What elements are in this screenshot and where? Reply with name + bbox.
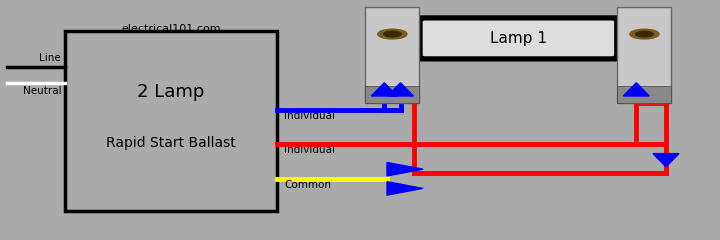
- Polygon shape: [653, 154, 679, 167]
- Circle shape: [636, 31, 653, 37]
- Polygon shape: [387, 83, 413, 96]
- Text: Individual: Individual: [284, 145, 336, 155]
- Text: electrical101.com: electrical101.com: [121, 24, 221, 34]
- FancyBboxPatch shape: [366, 86, 419, 103]
- Text: Lamp 1: Lamp 1: [490, 31, 547, 46]
- Text: 2 Lamp: 2 Lamp: [138, 84, 204, 101]
- Text: Line: Line: [40, 53, 61, 63]
- Polygon shape: [387, 162, 423, 176]
- FancyBboxPatch shape: [65, 31, 277, 211]
- Circle shape: [384, 31, 401, 37]
- FancyBboxPatch shape: [618, 7, 671, 103]
- Polygon shape: [624, 83, 649, 96]
- Text: Rapid Start Ballast: Rapid Start Ballast: [106, 136, 236, 150]
- Circle shape: [630, 29, 659, 39]
- Text: Neutral: Neutral: [22, 86, 61, 96]
- Text: Individual: Individual: [284, 111, 336, 121]
- FancyBboxPatch shape: [423, 21, 614, 56]
- Circle shape: [378, 29, 407, 39]
- FancyBboxPatch shape: [618, 86, 671, 103]
- Polygon shape: [372, 83, 397, 96]
- Text: Common: Common: [284, 180, 331, 190]
- Polygon shape: [387, 182, 423, 195]
- FancyBboxPatch shape: [415, 17, 621, 60]
- FancyBboxPatch shape: [366, 7, 419, 103]
